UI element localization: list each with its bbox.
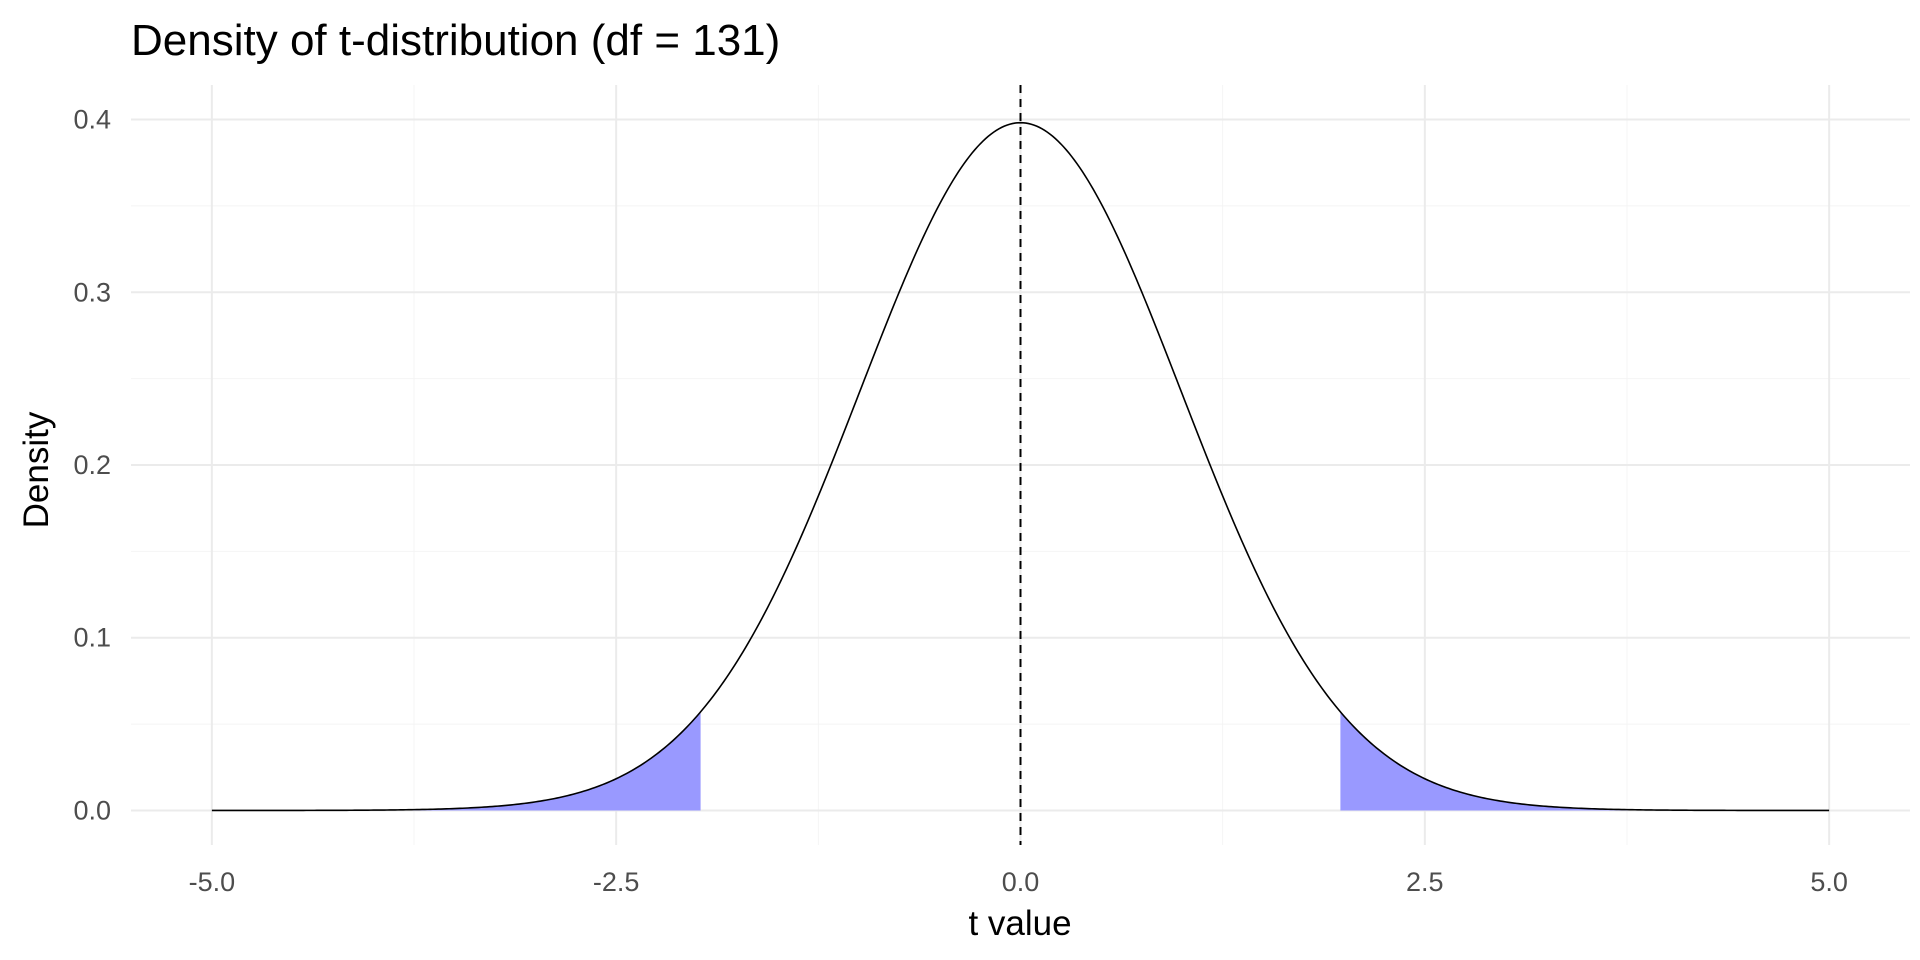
left-tail-area <box>211 711 701 811</box>
x-tick-label: -2.5 <box>593 867 640 897</box>
x-tick-label: 2.5 <box>1406 867 1444 897</box>
y-tick-label: 0.3 <box>73 277 111 307</box>
right-tail-area <box>1340 711 1830 811</box>
x-tick-label: 0.0 <box>1002 867 1040 897</box>
x-axis-title: t value <box>968 904 1071 943</box>
y-tick-label: 0.0 <box>73 795 111 825</box>
y-tick-label: 0.4 <box>73 105 111 135</box>
y-tick-label: 0.2 <box>73 450 111 480</box>
shaded-tails <box>211 711 1830 811</box>
density-curve-line <box>211 121 1830 812</box>
chart-title: Density of t-distribution (df = 131) <box>131 16 780 65</box>
tick-labels: -5.0 -2.5 0.0 2.5 5.0 0.0 0.1 0.2 0.3 0.4 <box>73 105 1847 897</box>
density-curves <box>211 121 1830 812</box>
x-tick-label: 5.0 <box>1810 867 1848 897</box>
y-axis-title: Density <box>17 411 56 528</box>
y-tick-label: 0.1 <box>73 623 111 653</box>
x-tick-label: -5.0 <box>189 867 236 897</box>
